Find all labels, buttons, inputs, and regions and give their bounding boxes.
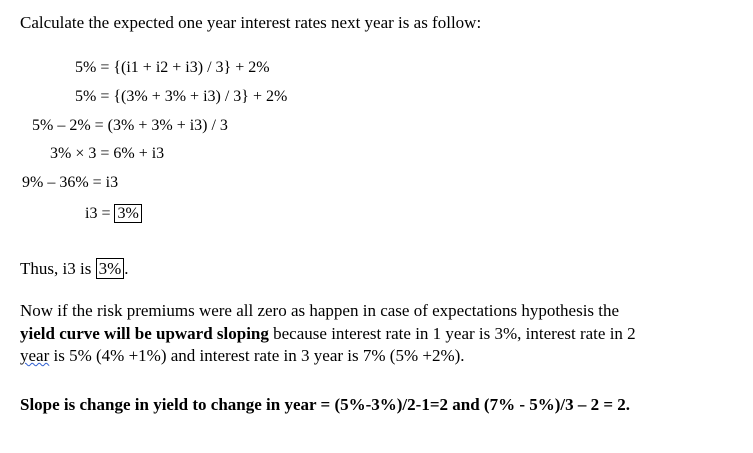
text: because interest rate in 1 year is 3%, i… [268,323,636,343]
paragraph: Now if the risk premiums were all zero a… [20,300,720,368]
text: is 5% (4% +1%) and interest rate in 3 ye… [49,346,465,365]
equation: 3% × 3 = 6% + i3 [50,145,165,162]
intro: Calculate the expected one year interest… [20,13,482,32]
conclusion: Thus, i3 is 3%. [20,258,128,280]
spellcheck-word: year [20,346,50,365]
conclusion-end: . [124,259,129,278]
answer-box: 3% [114,204,142,223]
slope-statement: Slope is change in yield to change in ye… [20,395,631,414]
equation: i3 = 3% [85,203,142,225]
equation: 5% = {(3% + 3% + i3) / 3} + 2% [75,88,288,105]
equation: 5% – 2% = (3% + 3% + i3) / 3 [32,117,228,134]
equation: 5% = {(i1 + i2 + i3) / 3} + 2% [75,59,270,76]
text: Now if the risk premiums were all zero a… [20,301,620,320]
equation: 9% – 36% = i3 [22,174,119,191]
bold-text: yield curve will be upward sloping [20,323,269,343]
equation-left: i3 = [85,205,115,222]
conclusion-text: Thus, i3 is [20,259,96,278]
answer-box: 3% [95,258,125,279]
